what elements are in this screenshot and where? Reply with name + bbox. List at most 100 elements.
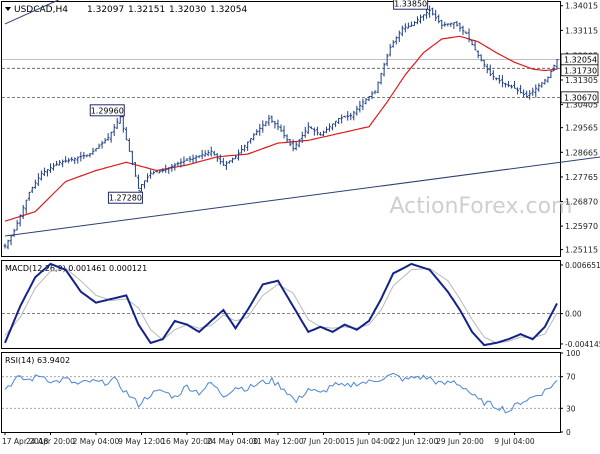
annotation-value: 1.33850 [394, 0, 427, 9]
price-bar [516, 87, 519, 95]
price-bar [267, 114, 271, 126]
price-bar [279, 124, 283, 132]
price-tick-label: 1.25970 [565, 222, 598, 231]
annotation-pointer [138, 189, 143, 193]
price-bar [461, 25, 465, 35]
annotation-value: 1.29960 [91, 106, 124, 115]
price-bar [137, 174, 140, 189]
symbol-dropdown-icon[interactable] [5, 7, 11, 11]
price-bar [215, 153, 219, 162]
price-tick-label: 1.27765 [565, 173, 598, 182]
price-bar [234, 155, 237, 160]
level-box-1 [560, 91, 599, 104]
price-bar [24, 199, 28, 214]
price-bar [88, 153, 92, 158]
price-bars [3, 5, 559, 250]
price-bar [146, 173, 149, 183]
price-bar [331, 123, 334, 131]
price-bar [197, 155, 201, 159]
price-bar [443, 21, 447, 27]
annotation-value: 1.27280 [109, 194, 142, 203]
price-bar [479, 54, 483, 62]
time-tick-label: 2 May 04:00 [73, 437, 120, 446]
price-bar [388, 43, 392, 57]
time-tick-label: 22 Jun 12:00 [391, 437, 439, 446]
price-bar [103, 138, 107, 144]
price-bar [188, 155, 192, 163]
price-bar [179, 158, 183, 168]
price-bar [43, 167, 46, 177]
price-bar [203, 150, 207, 157]
price-bar [185, 158, 189, 161]
trend-channel [4, 0, 600, 237]
price-bar [206, 149, 210, 157]
macd-main-line [4, 262, 558, 347]
price-bar [191, 154, 195, 164]
price-bar [276, 119, 280, 131]
price-bar [391, 40, 395, 48]
price-tick-label: 1.28665 [565, 148, 598, 157]
price-bar [115, 117, 119, 129]
time-tick-label: 17 Apr 2018 [2, 437, 49, 446]
channel-lower-line [4, 156, 600, 237]
price-bar [167, 167, 171, 174]
price-bar [337, 117, 341, 125]
price-bar [385, 53, 389, 67]
price-bar [470, 40, 474, 46]
price-bar [97, 143, 101, 149]
price-bar [482, 59, 486, 68]
price-bar [367, 96, 371, 102]
price-bar [155, 170, 159, 173]
macd-tick-label: -0.004145 [565, 340, 600, 349]
price-bar [225, 160, 228, 170]
price-bar [182, 156, 186, 166]
price-bar [507, 80, 510, 88]
price-bar [149, 169, 152, 179]
price-tick-label: 1.33115 [565, 26, 598, 35]
price-bar [413, 21, 416, 27]
price-bar [488, 64, 492, 77]
price-bar [270, 115, 274, 123]
price-bar [352, 110, 356, 121]
macd-axis: 0.006651 0.00 -0.004145 [560, 261, 600, 349]
ohlc-close: 1.32054 [210, 5, 247, 15]
price-bar [3, 243, 7, 249]
price-bar [303, 126, 307, 138]
price-bar [61, 159, 65, 168]
price-bar [437, 14, 441, 24]
price-tick-label: 1.29565 [565, 124, 598, 133]
price-bar [64, 156, 68, 163]
price-bar [340, 114, 344, 124]
price-bar [534, 84, 538, 98]
price-tick-label: 1.26870 [565, 197, 598, 206]
price-bar [27, 191, 31, 201]
price-bar [140, 184, 143, 191]
price-bar [431, 7, 435, 16]
price-bar [543, 78, 547, 85]
price-bar [200, 149, 204, 160]
price-bar [504, 82, 507, 88]
price-bar [485, 63, 489, 74]
price-bar [288, 138, 292, 147]
price-bar [255, 129, 259, 136]
annotation-pointer [427, 8, 430, 11]
price-bar [410, 21, 413, 27]
price-bar [406, 22, 410, 29]
ohlc-high: 1.32151 [128, 5, 165, 15]
watermark: ActionForex.com [390, 194, 573, 219]
time-tick-label: 24 May 04:00 [207, 437, 259, 446]
price-bar [240, 145, 243, 154]
price-bar [261, 120, 265, 133]
price-bar [49, 163, 52, 173]
price-bar [300, 131, 304, 143]
price-bar [124, 127, 128, 141]
price-bar [334, 120, 337, 128]
price-bar [312, 127, 316, 136]
time-tick-label: 15 Jun 04:00 [345, 437, 393, 446]
price-bar [440, 19, 444, 30]
price-bar [127, 138, 131, 152]
price-axis: 1.340151.331151.322051.313051.304051.295… [560, 2, 599, 255]
price-bar [112, 123, 116, 137]
price-bar [94, 148, 98, 152]
